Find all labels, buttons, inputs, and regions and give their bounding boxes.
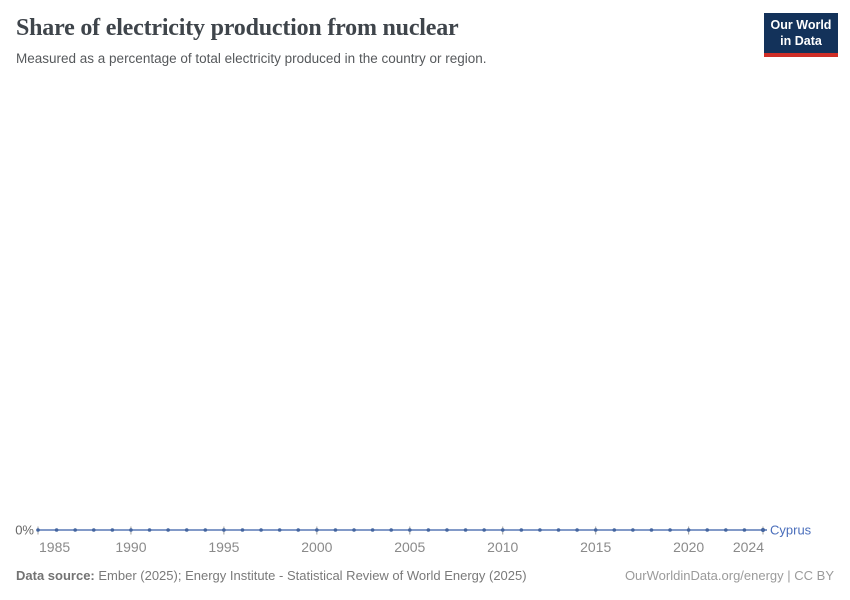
chart-canvas: 1985 1990 1995 2000 2005 2010 2015 2020 2024 0% Cy…	[15, 523, 812, 556]
data-point-marker	[277, 528, 282, 532]
data-point-marker	[463, 528, 468, 532]
data-point-marker	[519, 528, 524, 532]
x-axis-tick-label: 2000	[301, 539, 332, 555]
data-point-marker	[91, 528, 96, 532]
data-point-marker	[352, 528, 356, 532]
data-point-marker	[36, 528, 40, 532]
page-title: Share of electricity production from nuc…	[16, 15, 459, 41]
data-point-marker	[389, 528, 394, 532]
series-label: Cyprus	[770, 523, 812, 538]
data-point-marker	[649, 528, 654, 532]
data-point-marker	[686, 528, 691, 532]
data-point-marker	[54, 528, 59, 532]
data-point-marker	[705, 528, 710, 532]
data-source-label: Data source:	[16, 568, 95, 583]
logo-line-2: in Data	[780, 33, 822, 48]
logo-red-bar	[764, 53, 838, 58]
x-axis-tick-label: 1995	[208, 539, 239, 555]
data-source-note[interactable]: Data source: Ember (2025); Energy Instit…	[16, 568, 527, 583]
data-point-marker	[631, 528, 635, 532]
data-point-marker	[445, 528, 449, 532]
chart-header: Share of electricity production from nuc…	[16, 15, 740, 66]
data-point-marker	[612, 528, 617, 532]
x-axis-tick-label: 2020	[673, 539, 704, 555]
owid-url-license[interactable]: OurWorldinData.org/energy | CC BY	[624, 568, 834, 583]
data-point-marker	[147, 528, 152, 532]
x-axis-tick-label: 2010	[487, 539, 518, 555]
chart-footer: Data source: Ember (2025); Energy Instit…	[16, 568, 834, 583]
data-source-text: Ember (2025); Energy Institute - Statist…	[94, 568, 527, 583]
data-point-marker	[222, 528, 226, 532]
series-end-marker	[761, 528, 765, 532]
data-point-marker	[575, 528, 579, 532]
chart-subtitle: Measured as a percentage of total electr…	[16, 51, 487, 66]
x-axis-tick-label: 2015	[580, 539, 611, 555]
data-point-marker	[203, 528, 208, 532]
data-point-marker	[296, 528, 301, 532]
data-point-marker	[73, 528, 77, 532]
y-axis-label: 0%	[15, 523, 34, 538]
data-point-marker	[184, 528, 189, 532]
line-chart: 1985 1990 1995 2000 2005 2010 2015 2020 2024 0% Cy…	[0, 514, 850, 560]
data-point-marker	[240, 528, 245, 532]
owid-logo[interactable]: Our World in Data	[764, 13, 838, 58]
data-point-marker	[742, 528, 747, 532]
data-point-marker	[426, 528, 431, 532]
data-point-marker	[482, 528, 486, 532]
x-axis-tick-label: 1990	[115, 539, 146, 555]
data-point-marker	[333, 528, 338, 532]
data-point-marker	[668, 528, 672, 532]
data-point-marker	[370, 528, 375, 532]
data-point-marker	[129, 528, 133, 532]
data-point-marker	[315, 528, 319, 532]
data-point-marker	[556, 528, 561, 532]
x-axis-tick-label: 1985	[39, 539, 70, 555]
x-axis-tick-label: 2005	[394, 539, 425, 555]
x-axis-tick-label: 2024	[733, 539, 764, 555]
data-point-marker	[259, 528, 263, 532]
data-point-marker	[110, 528, 115, 532]
data-point-marker	[500, 528, 505, 532]
data-point-marker	[538, 528, 542, 532]
data-point-marker	[724, 528, 728, 532]
data-point-marker	[166, 528, 170, 532]
data-point-marker	[593, 528, 598, 532]
logo-line-1: Our World	[770, 18, 832, 32]
data-point-marker	[407, 528, 412, 532]
